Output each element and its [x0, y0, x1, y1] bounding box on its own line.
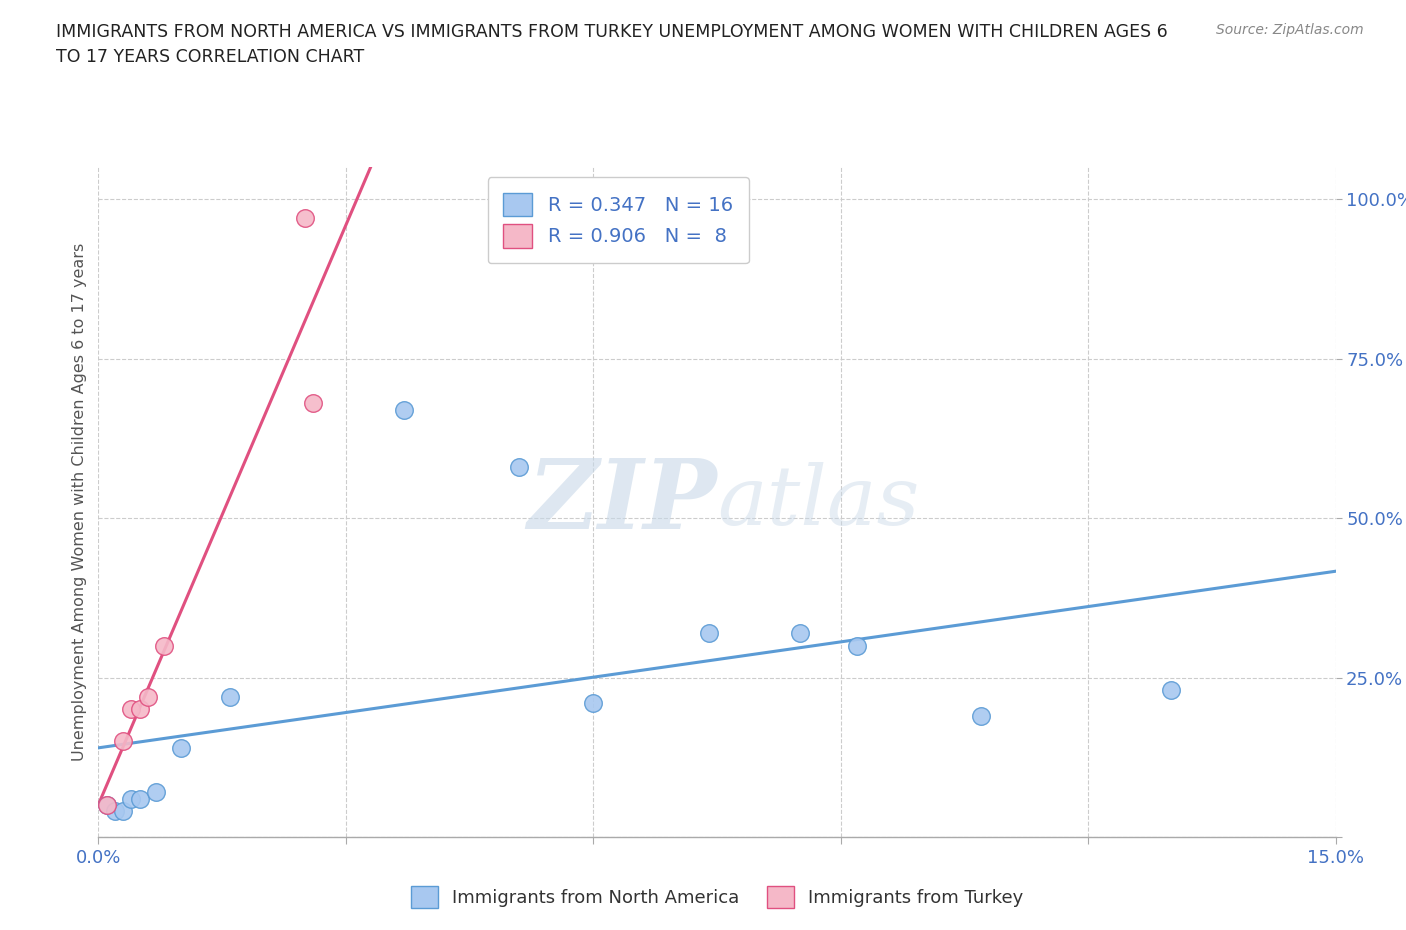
Legend: Immigrants from North America, Immigrants from Turkey: Immigrants from North America, Immigrant… [404, 879, 1031, 915]
Point [392, 403, 415, 418]
Text: Source: ZipAtlas.com: Source: ZipAtlas.com [1216, 23, 1364, 37]
Point [582, 696, 605, 711]
Point [128, 791, 150, 806]
Point [96, 798, 118, 813]
Point [120, 791, 142, 806]
Point [302, 396, 325, 411]
Text: ZIP: ZIP [527, 455, 717, 550]
Point [846, 638, 869, 653]
Text: IMMIGRANTS FROM NORTH AMERICA VS IMMIGRANTS FROM TURKEY UNEMPLOYMENT AMONG WOMEN: IMMIGRANTS FROM NORTH AMERICA VS IMMIGRA… [56, 23, 1168, 66]
Point [294, 211, 316, 226]
Point [219, 689, 242, 704]
Point [153, 638, 176, 653]
Point [128, 702, 150, 717]
Point [970, 709, 993, 724]
Y-axis label: Unemployment Among Women with Children Ages 6 to 17 years: Unemployment Among Women with Children A… [72, 243, 87, 762]
Point [104, 804, 127, 819]
Text: atlas: atlas [717, 462, 920, 542]
Point [789, 626, 811, 641]
Point [508, 459, 530, 474]
Point [1160, 683, 1182, 698]
Point [112, 804, 135, 819]
Point [120, 702, 142, 717]
Point [96, 798, 118, 813]
Point [136, 689, 159, 704]
Point [697, 626, 720, 641]
Point [112, 734, 135, 749]
Point [170, 740, 193, 755]
Point [145, 785, 167, 800]
